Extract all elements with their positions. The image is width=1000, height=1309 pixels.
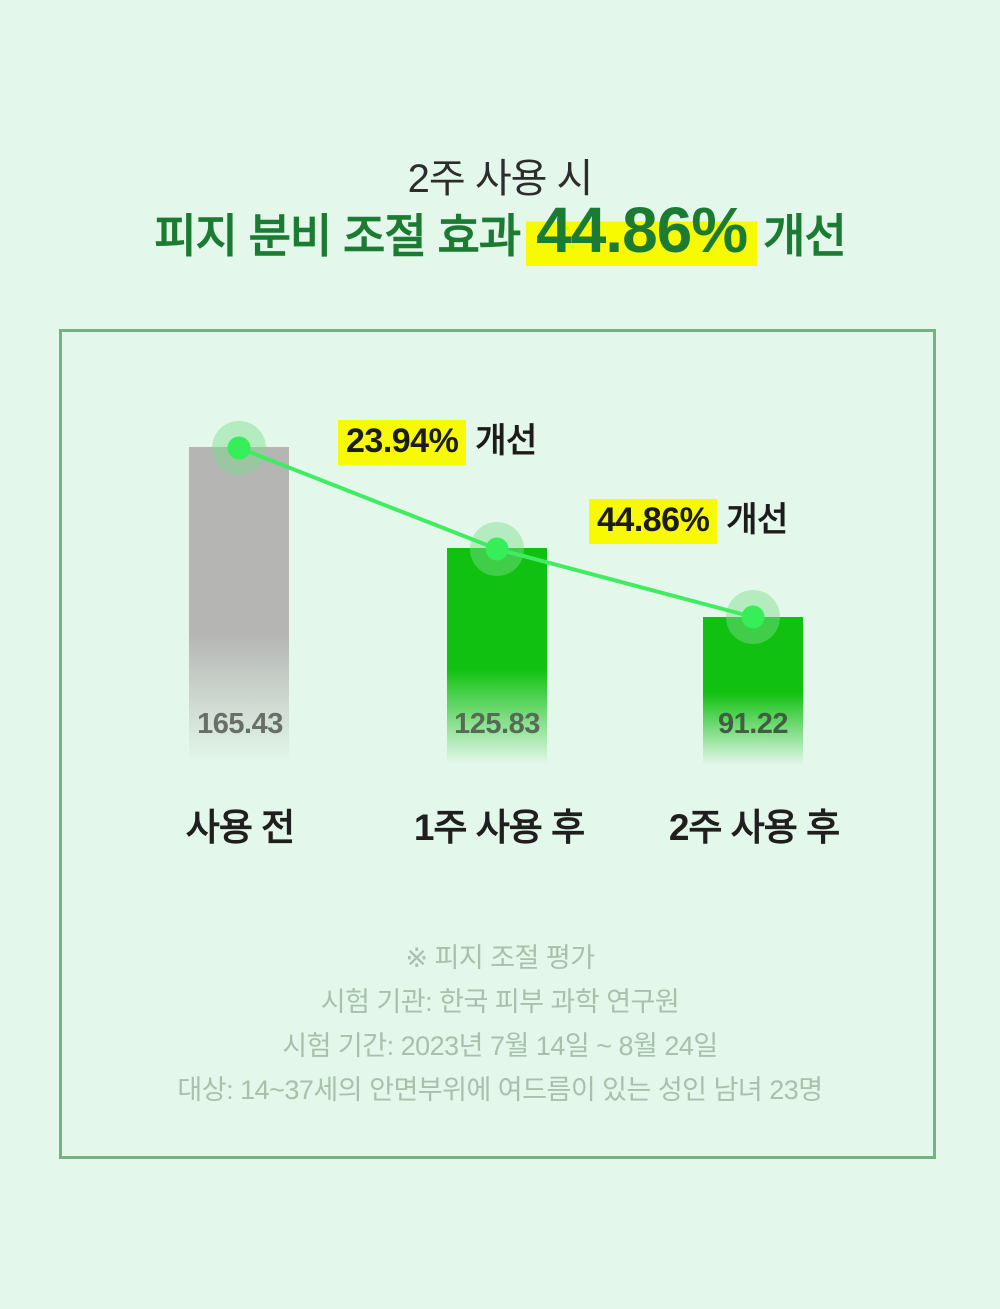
annotation-1-suffix: 개선: [475, 422, 537, 460]
category-label-1-week: 1주 사용 후: [413, 807, 585, 848]
annotation-2-suffix: 개선: [726, 501, 788, 539]
title-highlight-percentage: 44.86%: [526, 194, 758, 266]
bar-after-2-weeks: [703, 617, 803, 768]
value-label-before: 165.43: [197, 708, 283, 740]
footnotes: ※ 피지 조절 평가 시험 기관: 한국 피부 과학 연구원 시험 기간: 20…: [0, 936, 1000, 1112]
title-line-2-prefix: 피지 분비 조절 효과: [154, 210, 521, 262]
annotation-improvement-1: 23.94% 개선: [338, 413, 537, 465]
footnote-institution: 시험 기관: 한국 피부 과학 연구원: [320, 987, 680, 1017]
value-label-2-weeks: 91.22: [717, 708, 789, 740]
title-line-1: 2주 사용 시: [407, 157, 594, 201]
annotation-2-percentage: 44.86%: [589, 499, 718, 544]
category-label-2-weeks: 2주 사용 후: [668, 807, 840, 848]
footnote-evaluation: ※ 피지 조절 평가: [405, 943, 595, 973]
value-label-1-week: 125.83: [454, 708, 540, 740]
title-line-2-suffix: 개선: [763, 210, 847, 262]
title-line-2: 피지 분비 조절 효과 44.86% 개선: [0, 194, 1000, 268]
category-label-before: 사용 전: [185, 807, 295, 848]
chart-card: [59, 329, 936, 1159]
footnote-subjects: 대상: 14~37세의 안면부위에 여드름이 있는 성인 남녀 23명: [177, 1075, 823, 1105]
annotation-1-percentage: 23.94%: [338, 420, 467, 465]
footnote-period: 시험 기간: 2023년 7월 14일 ~ 8월 24일: [282, 1031, 718, 1061]
annotation-improvement-2: 44.86% 개선: [589, 492, 788, 544]
